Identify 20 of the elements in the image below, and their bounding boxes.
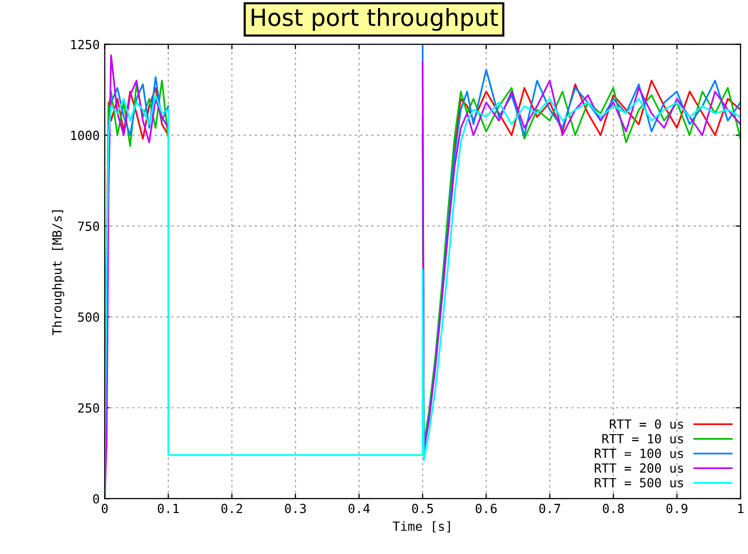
y-tick-label: 1000 (71, 130, 100, 140)
y-tick-label: 0 (93, 494, 100, 504)
x-tick-label: 0.7 (539, 504, 560, 514)
x-tick-label: 0.2 (221, 504, 242, 514)
x-tick-label: 0 (102, 504, 108, 514)
x-tick-label: 0.1 (158, 504, 179, 514)
y-axis-title: Throughput [MB/s] (52, 210, 64, 336)
y-tick-label: 500 (78, 312, 100, 322)
x-tick-label: 0.9 (666, 504, 688, 514)
x-tick-label: 1 (738, 504, 744, 514)
y-tick-label: 750 (78, 222, 100, 231)
x-tick-label: 0.6 (476, 504, 497, 514)
chart-title: Host port throughput (252, 8, 498, 31)
x-axis-title: Time [s] (392, 521, 450, 532)
x-tick-label: 0.5 (412, 504, 433, 514)
y-tick-label: 1250 (71, 40, 100, 50)
y-tick-label: 250 (78, 403, 100, 413)
x-tick-label: 0.3 (284, 504, 306, 514)
x-tick-label: 0.4 (348, 504, 370, 514)
x-tick-label: 0.8 (602, 504, 624, 514)
